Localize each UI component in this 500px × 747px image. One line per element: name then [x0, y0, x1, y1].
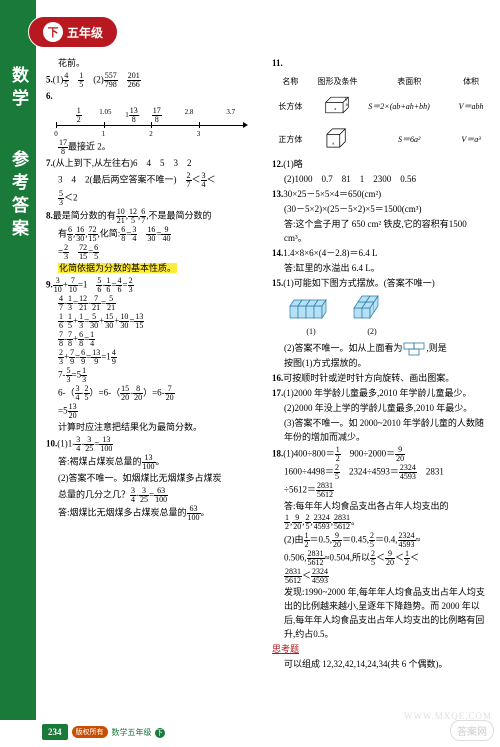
cube-diagrams: (1) (2): [286, 294, 490, 339]
line: 答:这个盒子用了 650 cm² 铁皮,它的容积有1500 cm³。: [284, 218, 490, 246]
footer-badge: 版权所有: [72, 726, 108, 738]
highlight: 化简依据为分数的基本性质。: [58, 262, 264, 276]
line: 47-13=1221-721=521: [58, 295, 264, 312]
line: ÷5612＝28315612: [284, 482, 490, 499]
line: 总量的几分之几？34-325=63100: [58, 487, 264, 504]
cubes-2-icon: [350, 294, 394, 322]
svg-text:b: b: [346, 102, 348, 107]
line: 178最接近 2。: [58, 139, 264, 156]
q10: 10.(1)1-34-325=13100: [46, 436, 264, 453]
line: 有68,1630,7215,化简:68=34 1630=940: [58, 226, 264, 243]
line: 7-53=513: [58, 367, 264, 384]
line: 可以组成 12,32,42,14,24,34(共 6 个偶数)。: [284, 658, 490, 672]
q7: 7.(从上到下,从左往右)6 4 5 3 2: [46, 157, 264, 171]
cubes-1-icon: [286, 294, 336, 322]
line: 计算时应注意把结果化为最简分数。: [58, 421, 264, 435]
line: (3)答案不唯一。如 2000~2010 年学龄儿童的人数随年份的增加而减少。: [284, 417, 490, 445]
line: (2)答案不唯一。如烟煤比无烟煤多占煤炭: [58, 472, 264, 486]
line: 78-78+68=14: [58, 331, 264, 348]
footer: 234 版权所有 数学五年级下: [0, 721, 500, 743]
q15: 15.(1)可能如下图方式摆放。(答案不唯一): [272, 277, 490, 291]
line: 53＜2: [58, 190, 264, 207]
cube-icon: a: [324, 127, 350, 149]
line: 按图(1)方式摆放的。: [284, 357, 490, 371]
line: (2)答案不唯一。如从上面看为,则是: [284, 342, 490, 356]
cuboid-icon: abh: [324, 94, 350, 116]
svg-text:a: a: [335, 107, 337, 112]
line: (2)2000 年没上学的学龄儿童最多,2010 年最少。: [284, 402, 490, 416]
q14: 14.1.4×8×6×(4－2.8)＝6.4 L: [272, 247, 490, 261]
q5: 5.(1)45 15 (2)557798 201266: [46, 72, 264, 89]
grade-badge: 下 五年级: [28, 16, 118, 48]
page-number: 234: [42, 724, 68, 740]
left-column: 花前。 5.(1)45 15 (2)557798 201266 6. 0 1 2…: [42, 56, 268, 716]
q12: 12.(1)略: [272, 158, 490, 172]
q11: 11.: [272, 57, 490, 71]
number-line: 0 1 2 3 12 1.05 1138 178 2.8 3.7: [56, 107, 246, 137]
footer-text: 数学五年级下: [112, 727, 165, 738]
q18: 18.(1)400÷800＝12 900÷2000＝920: [272, 446, 490, 463]
q8: 8.最是简分数的有1021,125,67,不是最简分数的: [46, 208, 264, 225]
grade-label: 五年级: [67, 24, 103, 41]
line: 3 4 2(最后两空答案不唯一) 27＜34＜: [58, 172, 264, 189]
q16: 16.可按顺时针或逆时针方向旋转、画出图案。: [272, 372, 490, 386]
line: 答:褐煤占煤炭总量的13100。: [58, 454, 264, 471]
line: (2)1000 0.7 81 1 2300 0.56: [284, 173, 490, 187]
line: 答:烟煤比无烟煤多占煤炭总量的63100。: [58, 505, 264, 522]
sidebar-section: 参考答案: [6, 150, 31, 242]
svg-text:a: a: [333, 140, 335, 145]
q17: 17.(1)2000 年学龄儿童最多,2010 年学龄儿童最少。: [272, 387, 490, 401]
q9: 9.310+710=1 56-16=46=23: [46, 277, 264, 294]
content: 花前。 5.(1)45 15 (2)557798 201266 6. 0 1 2…: [42, 56, 494, 716]
grade-char: 下: [43, 22, 63, 42]
thinking-header: 思考题: [272, 643, 490, 657]
line: 答:缸里的水溢出 6.4 L。: [284, 262, 490, 276]
line: 16-15+13=530+1530+1030=1315: [58, 313, 264, 330]
line: 1600÷4498＝25 2324÷4593＝23244593 2831: [284, 464, 490, 481]
right-column: 11. 名称图形及条件表面积体积 长方体abhS＝2×(ab+ah+bh)V＝a…: [268, 56, 494, 716]
line: 6-（34-25）=6-（1520-820）=6-720: [58, 385, 264, 402]
line: (2)由12＝0.5,920＝0.45,25＝0.4,23244593≈: [284, 532, 490, 549]
shape-table: 名称图形及条件表面积体积 长方体abhS＝2×(ab+ah+bh)V＝abh 正…: [272, 73, 490, 156]
line: 发现:1990~2000 年,每年年人均食品支出占年人均支出的比例越来越小,呈逐…: [284, 586, 490, 642]
q6: 6.: [46, 90, 264, 104]
line: 23+79=69=139=149: [58, 349, 264, 366]
line: 花前。: [58, 57, 264, 71]
line: =51320: [58, 403, 264, 420]
line: 28315612＜23244593: [284, 568, 490, 585]
watermark-brand: 答案网: [450, 720, 494, 741]
line: (30－5×2)×(25－5×2)×5＝1500(cm³): [284, 203, 490, 217]
line: 答:每年年人均食品支出各占年人均支出的: [284, 500, 490, 514]
line: =23 7215=65: [58, 244, 264, 261]
line: 12,920,25,23244593,28315612。: [284, 514, 490, 531]
sidebar-subject: 数学: [6, 66, 31, 112]
line: 0.506,28315612≈0.504,所以25＜920＜12＜: [284, 550, 490, 567]
top-view-icon: [403, 342, 427, 356]
q13: 13.30×25－5×5×4＝650(cm²): [272, 188, 490, 202]
